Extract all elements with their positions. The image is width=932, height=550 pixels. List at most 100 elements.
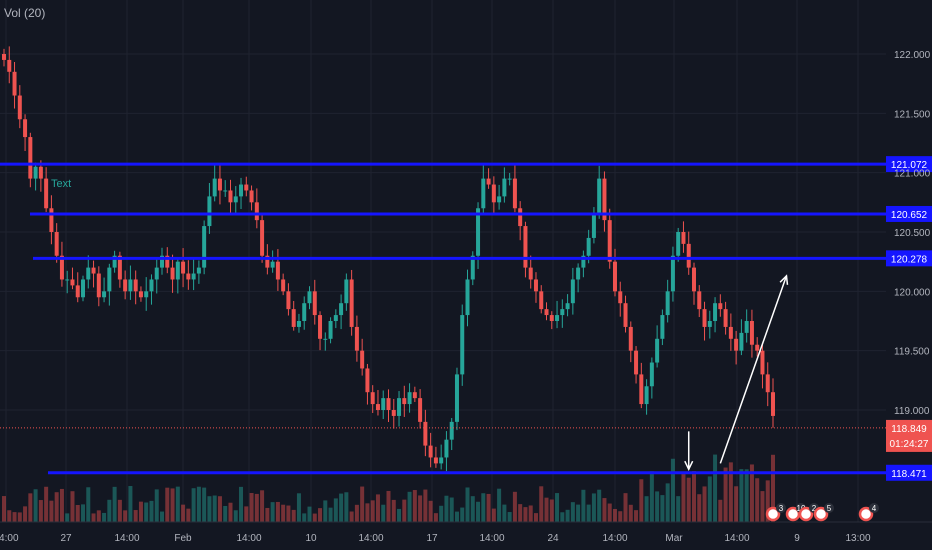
candle-body (744, 321, 749, 333)
candle-body (49, 208, 54, 232)
volume-bar (660, 495, 665, 522)
volume-bar (344, 492, 349, 522)
volume-bar (470, 496, 475, 522)
arrow-down-head[interactable] (684, 460, 694, 472)
candle-body (254, 202, 259, 221)
candle-body (523, 226, 528, 268)
volume-bar (112, 486, 117, 522)
price-tick-label: 120.500 (894, 228, 931, 239)
candle-body (281, 279, 286, 292)
event-badge-icon[interactable] (858, 506, 874, 522)
candle-body (386, 398, 391, 410)
price-tick-label: 121.500 (894, 109, 931, 120)
candle-body (402, 398, 407, 405)
volume-bar (296, 493, 301, 522)
volume-bar (249, 492, 254, 522)
volume-bar (217, 496, 222, 522)
volume-bar (365, 503, 370, 522)
volume-bar (607, 503, 612, 522)
candle-body (233, 196, 238, 203)
volume-bar (486, 493, 491, 522)
time-tick-label: 14:00 (479, 533, 504, 544)
volume-bar (491, 508, 496, 522)
volume-bar (723, 467, 728, 522)
candle-body (771, 392, 775, 416)
candle-body (191, 273, 196, 280)
volume-bar (381, 504, 386, 522)
volume-bar (239, 486, 244, 522)
time-tick-label: 10 (305, 533, 317, 544)
candle-body (591, 214, 596, 238)
last-price-tag (886, 419, 932, 452)
candle-body (38, 166, 43, 179)
volume-bar (765, 480, 770, 522)
candle-body (765, 374, 770, 393)
arrow-up-shaft[interactable] (719, 275, 788, 464)
volume-bar (360, 486, 365, 522)
candle-body (691, 267, 696, 292)
volume-bar (54, 492, 59, 522)
horizontal-levels[interactable]: 121.072 120.652 120.278 118.471 (0, 156, 932, 481)
event-badge-icon[interactable] (798, 506, 814, 522)
volume-bar (718, 499, 723, 522)
candle-body (602, 178, 607, 221)
level-price-label: 118.471 (891, 469, 927, 480)
candle-body (91, 267, 96, 274)
volume-bar (549, 499, 554, 522)
candle-body (102, 291, 107, 298)
candle-body (28, 137, 33, 179)
event-badge-icon[interactable] (765, 506, 781, 522)
arrow-up-head[interactable] (779, 274, 789, 285)
volume-bar (449, 497, 454, 522)
candle-body (502, 178, 507, 197)
volume-bar (476, 501, 481, 522)
volume-bar (507, 512, 512, 522)
candle-body (681, 232, 686, 244)
candle-body (507, 178, 512, 180)
event-badge-count: 5 (827, 504, 832, 513)
candle-body (160, 255, 165, 268)
volume-bar (560, 512, 565, 522)
candle-body (275, 261, 280, 280)
last-price-line: 118.849 01:24:27 (0, 419, 932, 452)
volume-bar (281, 504, 286, 522)
volume-bar (149, 500, 154, 522)
candle-body (628, 326, 633, 351)
time-tick-label: 13:00 (845, 533, 870, 544)
volume-bar (128, 486, 133, 522)
volume-bar (302, 513, 307, 522)
volume-bar (154, 489, 159, 522)
volume-bar (707, 476, 712, 522)
drawn-arrows[interactable] (684, 274, 789, 472)
candle-body (465, 279, 470, 316)
event-badges[interactable]: 3 10 2 5 4 (765, 503, 879, 522)
volume-bar (481, 493, 486, 522)
candle-body (54, 232, 59, 256)
volume-bar (771, 454, 775, 522)
volume-bar (755, 478, 760, 522)
last-price-label: 118.849 (891, 424, 927, 435)
volume-indicator-label[interactable]: Vol (20) (4, 6, 46, 20)
volume-bar (196, 486, 201, 522)
volume-bar (339, 493, 344, 522)
volume-bar (713, 454, 718, 522)
volume-bar (144, 502, 149, 522)
text-annotation[interactable]: Text (51, 178, 71, 190)
time-axis[interactable]: 14:00 27 14:00 Feb 14:00 10 14:00 17 14:00 24 14:0… (0, 521, 932, 544)
volume-bar (286, 505, 291, 522)
volume-bar (734, 486, 739, 522)
candle-body (755, 344, 760, 351)
volume-bar (275, 501, 280, 522)
event-badge-icon[interactable] (813, 506, 829, 522)
candle-body (186, 273, 191, 280)
candle-body (734, 338, 739, 351)
price-axis[interactable]: 122.000 121.500 121.000 120.500 120.000 119.5… (886, 0, 932, 550)
candle-body (328, 321, 333, 339)
volume-bar (207, 496, 212, 522)
event-badge-count: 4 (872, 504, 877, 513)
candle-body (581, 255, 586, 268)
volume-bar (12, 512, 17, 522)
candle-body (749, 321, 754, 345)
volume-bar (291, 509, 296, 522)
